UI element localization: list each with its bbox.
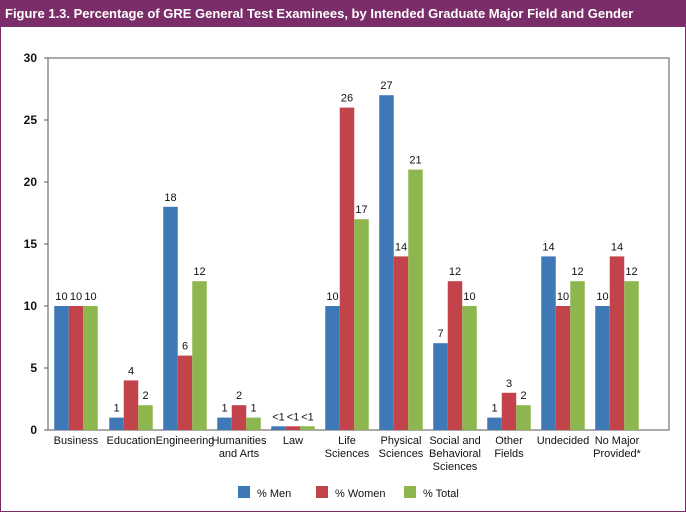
data-label: 2: [142, 390, 148, 402]
legend-entry: % Total: [423, 488, 459, 500]
bar: [541, 256, 556, 430]
data-label: 14: [611, 241, 623, 253]
data-label: 17: [355, 204, 367, 216]
x-tick-label: Life Sciences: [325, 435, 370, 460]
bar: [163, 206, 178, 430]
data-label: 12: [449, 266, 461, 278]
x-tick-label: Law: [283, 435, 303, 447]
data-label: 18: [164, 192, 176, 204]
data-label: 7: [437, 328, 443, 340]
bar: [109, 417, 124, 430]
data-label: 27: [380, 80, 392, 92]
bar: [138, 405, 153, 430]
bar: [570, 281, 585, 430]
y-tick-label: 5: [30, 361, 37, 375]
bar: [83, 306, 98, 430]
legend-entry: % Men: [257, 488, 291, 500]
y-tick-label: 30: [24, 51, 38, 65]
bar: [325, 306, 340, 430]
bar: [462, 306, 477, 430]
data-label: 1: [250, 403, 256, 415]
data-label: 21: [409, 155, 421, 167]
data-label: 14: [542, 241, 554, 253]
data-label: 2: [520, 390, 526, 402]
bar: [624, 281, 639, 430]
data-label: 10: [326, 291, 338, 303]
x-tick-label: Business: [54, 435, 99, 447]
x-tick-label: Physical Sciences: [379, 435, 424, 460]
data-label: 12: [571, 266, 583, 278]
data-label: 2: [236, 390, 242, 402]
bar: [595, 306, 610, 430]
bar: [408, 169, 423, 430]
data-label: <1: [287, 411, 300, 423]
bar: [123, 380, 139, 430]
data-label: 4: [128, 365, 134, 377]
data-label: 12: [625, 266, 637, 278]
bar: [339, 107, 355, 430]
bar: [271, 426, 286, 430]
bar: [54, 306, 69, 430]
y-tick-label: 10: [24, 299, 38, 313]
data-label: 10: [596, 291, 608, 303]
x-tick-label: Engineering: [156, 435, 215, 447]
bar: [379, 95, 394, 430]
bar: [501, 392, 517, 430]
data-label: 12: [193, 266, 205, 278]
data-label: 1: [491, 403, 497, 415]
bar: [285, 426, 301, 430]
bar: [447, 281, 463, 430]
data-label: 10: [84, 291, 96, 303]
y-tick-label: 0: [30, 423, 37, 437]
data-label: <1: [301, 411, 314, 423]
x-tick-label: Education: [107, 435, 156, 447]
x-tick-label: No Major Provided*: [593, 435, 641, 460]
legend-swatch: [404, 486, 416, 498]
bar: [231, 405, 247, 430]
chart-title: Figure 1.3. Percentage of GRE General Te…: [1, 0, 685, 27]
bar: [433, 343, 448, 430]
data-label: 10: [70, 291, 82, 303]
x-tick-label: Other Fields: [494, 435, 524, 460]
data-label: 1: [113, 403, 119, 415]
legend-swatch: [238, 486, 250, 498]
data-label: 26: [341, 93, 353, 105]
bar: [177, 355, 193, 430]
data-label: 10: [463, 291, 475, 303]
bar: [300, 426, 315, 430]
y-tick-label: 20: [24, 175, 38, 189]
y-tick-label: 25: [24, 113, 38, 127]
x-tick-label: Undecided: [537, 435, 590, 447]
data-label: <1: [272, 411, 285, 423]
x-tick-label: Social and Behavioral Sciences: [429, 435, 481, 473]
bar: [68, 306, 84, 430]
data-label: 3: [506, 378, 512, 390]
data-label: 10: [557, 291, 569, 303]
legend-swatch: [316, 486, 328, 498]
data-label: 14: [395, 241, 407, 253]
bar: [192, 281, 207, 430]
bar: [246, 417, 261, 430]
bar: [393, 256, 409, 430]
bar: [354, 219, 369, 430]
data-label: 6: [182, 341, 188, 353]
y-tick-label: 15: [24, 237, 38, 251]
legend-entry: % Women: [335, 488, 386, 500]
bar: [487, 417, 502, 430]
bar: [516, 405, 531, 430]
data-label: 10: [55, 291, 67, 303]
data-label: 1: [221, 403, 227, 415]
x-tick-label: Humanities and Arts: [211, 435, 267, 460]
bar: [217, 417, 232, 430]
bar: [609, 256, 625, 430]
bar: [555, 306, 571, 430]
